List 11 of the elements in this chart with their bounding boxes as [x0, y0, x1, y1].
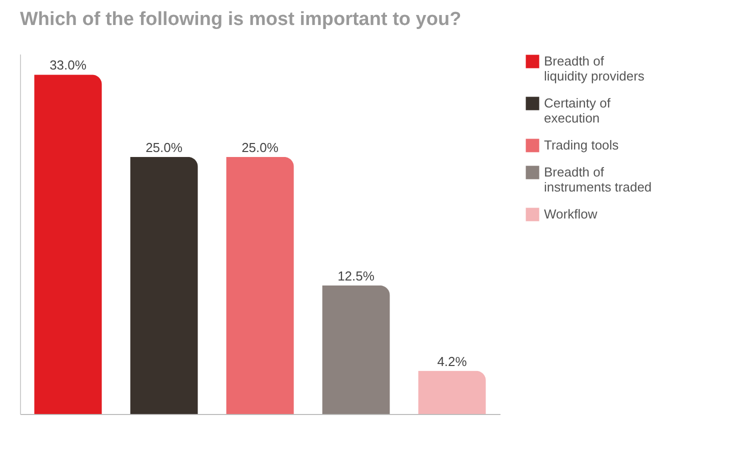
legend-label: Workflow: [544, 206, 598, 222]
data-label: 25.0%: [242, 140, 279, 155]
data-label: 12.5%: [338, 268, 375, 284]
data-label: 25.0%: [146, 140, 183, 155]
chart-title: Which of the following is most important to you?: [20, 9, 462, 30]
legend-label: Certainty of execution: [544, 96, 611, 126]
data-label: 33.0%: [50, 58, 87, 73]
legend-label: Breadth of instruments traded: [544, 164, 652, 194]
legend-label: Trading tools: [544, 138, 620, 152]
legend-label: Breadth of liquidity providers: [544, 54, 645, 84]
data-label: 4.2%: [437, 354, 468, 369]
